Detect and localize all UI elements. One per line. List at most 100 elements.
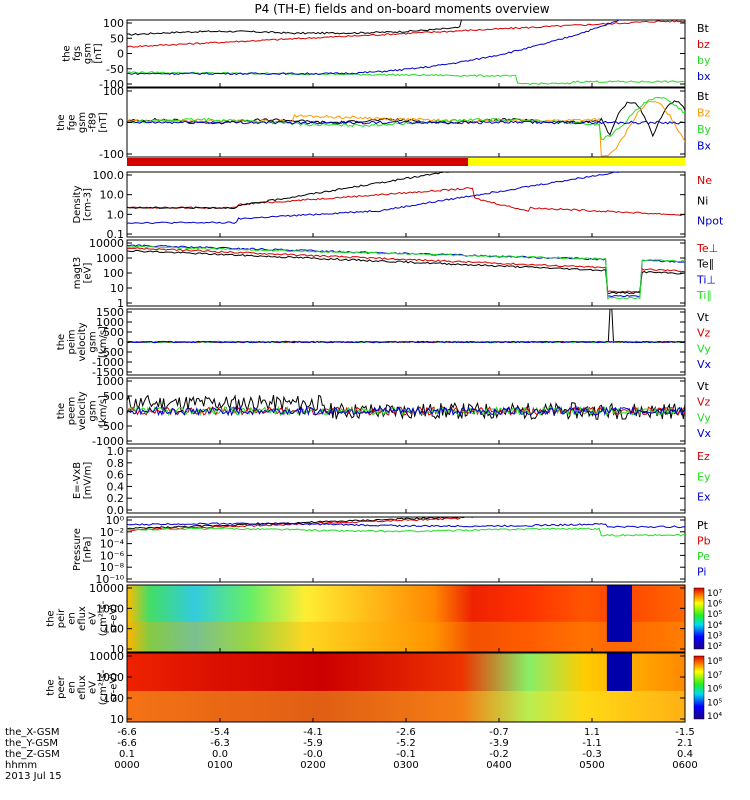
figure-title: P4 (TH-E) fields and on-board moments ov… bbox=[254, 2, 549, 16]
legend-vy: Vy bbox=[697, 342, 711, 355]
y-tick-label: 1000 bbox=[96, 602, 124, 615]
colorbar-label: 10⁷ bbox=[707, 671, 722, 681]
y-tick-label: 100 bbox=[103, 267, 124, 280]
y-tick-label: 1 bbox=[117, 297, 124, 310]
spectrogram-low-energy bbox=[127, 690, 685, 722]
legend-npot: Npot bbox=[697, 215, 724, 228]
y-tick-label: 10 bbox=[110, 713, 124, 726]
series-vx bbox=[127, 340, 685, 344]
colorbar-label: 10⁸ bbox=[707, 657, 722, 667]
spectrogram-inner-region bbox=[606, 585, 632, 642]
y-tick-label: 1.0 bbox=[107, 445, 125, 458]
y-tick-label: 10000 bbox=[89, 650, 124, 663]
legend-by: By bbox=[697, 123, 712, 136]
y-tick-label: 10.0 bbox=[100, 189, 125, 202]
y-tick-label: 100 bbox=[103, 85, 124, 98]
legend-vx: Vx bbox=[697, 427, 712, 440]
footer-value: 0600 bbox=[672, 760, 697, 771]
legend-ti∥: Ti∥ bbox=[696, 289, 712, 302]
y-tick-label: 10 bbox=[110, 643, 124, 656]
footer-value: -0.2 bbox=[489, 749, 509, 760]
colorbar-label: 10⁴ bbox=[707, 621, 722, 631]
y-tick-label: -500 bbox=[99, 420, 124, 433]
legend-pe: Pe bbox=[697, 550, 710, 563]
colorbar-label: 10⁴ bbox=[707, 712, 722, 722]
y-tick-label: 10000 bbox=[89, 582, 124, 595]
series-ti∥ bbox=[127, 245, 685, 300]
y-tick-label: -100 bbox=[99, 148, 124, 161]
legend-ne: Ne bbox=[697, 174, 712, 187]
y-tick-label: 100.0 bbox=[93, 169, 125, 182]
panel-frame bbox=[126, 239, 686, 307]
spectrogram-low-energy bbox=[127, 621, 685, 652]
series-te⊥ bbox=[127, 247, 685, 293]
y-tick-label: 500 bbox=[103, 326, 124, 339]
footer-value: -2.6 bbox=[396, 727, 416, 738]
legend-ey: Ey bbox=[697, 470, 711, 483]
y-tick-label: 1000 bbox=[96, 252, 124, 265]
series-vz bbox=[127, 405, 685, 417]
series-ne bbox=[127, 187, 685, 217]
colorbar-label: 10² bbox=[707, 642, 722, 652]
footer-row-label: hhmm bbox=[5, 760, 37, 771]
series-bz bbox=[127, 20, 685, 48]
footer-value: 0.1 bbox=[119, 749, 135, 760]
y-tick-label: 10⁻⁸ bbox=[100, 561, 125, 574]
y-tick-label: 0 bbox=[117, 117, 124, 130]
y-tick-label: 1000 bbox=[96, 671, 124, 684]
y-axis-label: thepeemvelocitygsm[km/s] bbox=[56, 391, 109, 430]
series-vt bbox=[127, 309, 685, 344]
y-tick-label: -1000 bbox=[92, 356, 124, 369]
panel-temperature: 10000 1000 100 10 1 magt3[eV] Te⊥ Te∥ Ti⊥ Ti∥ bbox=[72, 237, 718, 310]
y-axis-label: E=-VxB[mV/m] bbox=[72, 462, 94, 500]
spectrogram-fill bbox=[127, 653, 685, 722]
y-axis-label: magt3[eV] bbox=[72, 257, 94, 290]
y-tick-label: -500 bbox=[99, 346, 124, 359]
legend-vt: Vt bbox=[697, 311, 710, 324]
colorbar-label: 10³ bbox=[707, 631, 722, 641]
y-tick-label: 100 bbox=[103, 692, 124, 705]
legend-vt: Vt bbox=[697, 380, 710, 393]
legend-vy: Vy bbox=[697, 411, 711, 424]
footer-value: -1.5 bbox=[675, 727, 695, 738]
y-tick-label: 10⁰ bbox=[106, 514, 125, 527]
footer-value: -5.2 bbox=[396, 738, 416, 749]
footer-value: -0.0 bbox=[303, 749, 323, 760]
series-pi bbox=[127, 522, 685, 529]
footer-row-label: the_Y-GSM bbox=[5, 738, 58, 749]
series-bt bbox=[127, 100, 685, 138]
y-tick-label: 100 bbox=[103, 17, 124, 30]
footer-value: -0.3 bbox=[582, 749, 602, 760]
colorbar-label: 10⁵ bbox=[707, 610, 722, 620]
legend-te∥: Te∥ bbox=[696, 258, 714, 271]
footer-value: 0.4 bbox=[677, 749, 693, 760]
legend-vz: Vz bbox=[697, 396, 711, 409]
footer-value: 0200 bbox=[300, 760, 325, 771]
legend-bx: Bx bbox=[697, 139, 712, 152]
y-tick-label: 0.6 bbox=[107, 469, 125, 482]
footer-value: 0.0 bbox=[212, 749, 228, 760]
colorbar-label: 10⁶ bbox=[707, 685, 722, 695]
legend-pi: Pi bbox=[697, 565, 706, 578]
panel-frame bbox=[126, 447, 686, 514]
footer-value: 1.1 bbox=[584, 727, 600, 738]
panel-frame bbox=[126, 171, 686, 238]
footer-value: -6.3 bbox=[210, 738, 230, 749]
legend-bz: Bz bbox=[697, 106, 711, 119]
series-vy bbox=[127, 405, 685, 417]
legend-bz: bz bbox=[697, 38, 710, 51]
y-axis-label: thepeirenefluxeV(cm²-s-sr-eV) bbox=[46, 600, 120, 636]
y-tick-label: 500 bbox=[103, 390, 124, 403]
legend-ez: Ez bbox=[697, 450, 710, 463]
y-tick-label: -1000 bbox=[92, 435, 124, 448]
y-tick-label: -100 bbox=[99, 78, 124, 91]
y-tick-label: 0 bbox=[117, 336, 124, 349]
panel-fgs-dsl: 100 0 -100 thefgegsm-f89[nT] Bt Bz By Bx bbox=[56, 85, 712, 161]
y-axis-label: thepeimvelocitygsm[km/s] bbox=[56, 322, 109, 361]
legend-ti⊥: Ti⊥ bbox=[696, 273, 716, 286]
y-tick-label: 0 bbox=[117, 405, 124, 418]
footer: the_X-GSM -6.6 -5.4 -4.1 -2.6 -0.7 1.1 -1.5 the_… bbox=[5, 727, 698, 782]
footer-value: -1.1 bbox=[582, 738, 602, 749]
panel-density: 100.0 10.0 1.0 0.1 Density[cm-3] Ne Ni Npot bbox=[72, 169, 724, 241]
